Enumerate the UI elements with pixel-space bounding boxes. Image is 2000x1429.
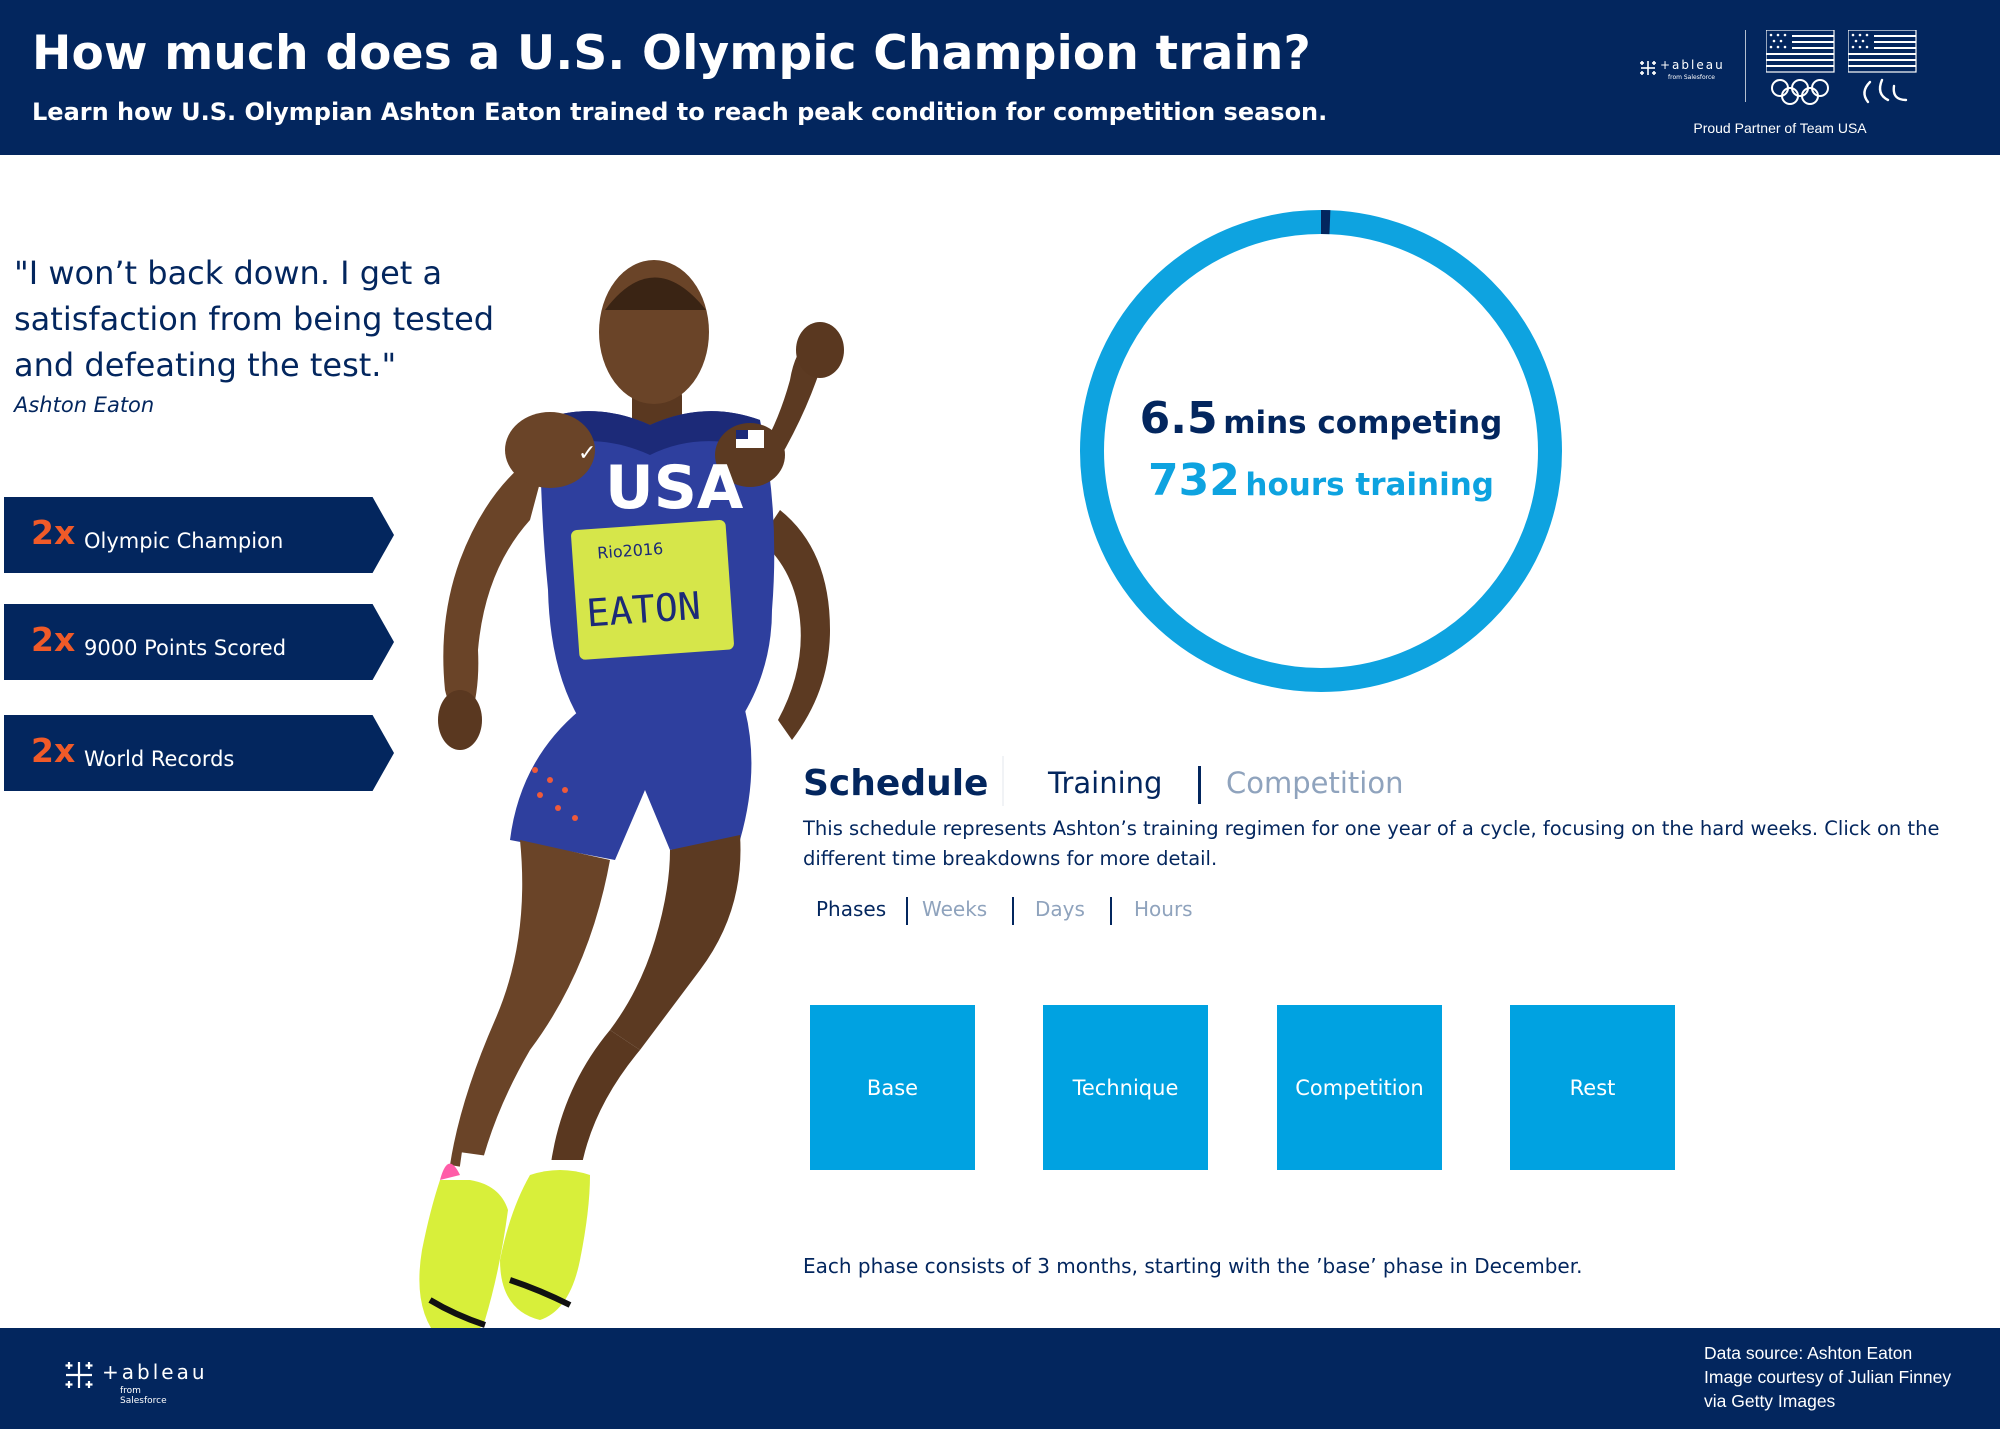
us-paralympic-logo [1847, 29, 1918, 114]
source-line: Data source: Ashton Eaton [1704, 1343, 1913, 1363]
time-tab-phases[interactable]: Phases [816, 897, 887, 921]
tableau-tagline: from Salesforce [1668, 74, 1715, 81]
schedule-description: This schedule represents Ashton’s traini… [803, 817, 1940, 870]
athlete-photo: ✓ USA Rio2016 EATON [400, 250, 920, 1390]
data-source-credits: Data source: Ashton Eaton Image courtesy… [1704, 1341, 1964, 1413]
achievement-banner-olympic-champion: 2x Olympic Champion [4, 497, 394, 573]
partner-text: Proud Partner of Team USA [1693, 120, 1867, 136]
olympic-rings-icon [1771, 79, 1829, 105]
achievement-multiplier: 2x [31, 620, 76, 659]
jersey-team: USA [605, 453, 744, 523]
training-label: hours training [1245, 467, 1494, 503]
partner-logos: +ableau from Salesforce [1630, 28, 1950, 138]
achievement-multiplier: 2x [31, 731, 76, 770]
us-flag-icon [1847, 29, 1917, 73]
tableau-wordmark: +ableau [1660, 58, 1725, 72]
competing-label: mins competing [1223, 405, 1503, 441]
competing-value: 6.5 [1139, 393, 1218, 444]
schedule-title: Schedule [803, 763, 989, 804]
competing-stat: 6.5 mins competing [1080, 393, 1562, 444]
donut-ring-training [1080, 210, 1562, 692]
time-tab-hours[interactable]: Hours [1134, 897, 1193, 921]
right-shoe [500, 1170, 590, 1320]
paralympic-agitos-icon [1863, 78, 1908, 104]
time-tab-divider [906, 897, 908, 925]
footer-bar: +ableau from Salesforce [0, 1328, 2000, 1429]
achievement-label: Olympic Champion [84, 529, 284, 553]
phase-rest[interactable]: Rest [1510, 1005, 1675, 1170]
page-title: How much does a U.S. Olympic Champion tr… [32, 26, 1311, 81]
source-line: via Getty Images [1704, 1391, 1836, 1411]
tableau-wordmark: +ableau [102, 1360, 208, 1384]
achievement-multiplier: 2x [31, 513, 76, 552]
tab-training[interactable]: Training [1048, 766, 1163, 800]
tab-divider [1198, 766, 1201, 804]
achievement-label: 9000 Points Scored [84, 636, 287, 660]
achievement-label: World Records [84, 747, 235, 771]
logo-divider [1745, 30, 1746, 102]
training-stat: 732 hours training [1080, 455, 1562, 506]
tab-competition[interactable]: Competition [1226, 766, 1404, 800]
header-bar: How much does a U.S. Olympic Champion tr… [0, 0, 2000, 155]
nike-logo: ✓ [578, 441, 596, 466]
time-tab-divider [1012, 897, 1014, 925]
tab-divider [1002, 756, 1004, 806]
left-shoe [419, 1180, 508, 1343]
tableau-tagline: from Salesforce [120, 1386, 167, 1406]
time-tab-days[interactable]: Days [1035, 897, 1085, 921]
time-tab-divider [1110, 897, 1112, 925]
quote-author: Ashton Eaton [14, 393, 155, 417]
phase-technique[interactable]: Technique [1043, 1005, 1208, 1170]
achievement-banner-world-records: 2x World Records [4, 715, 394, 791]
bib-event: Rio2016 [597, 539, 664, 563]
tableau-logo-icon: +ableau from Salesforce [1638, 58, 1738, 98]
tableau-logo-icon: +ableau from Salesforce [62, 1358, 205, 1406]
page-subtitle: Learn how U.S. Olympian Ashton Eaton tra… [32, 98, 1328, 126]
phase-note: Each phase consists of 3 months, startin… [803, 1254, 1583, 1278]
athlete-quote: "I won’t back down. I get a satisfaction… [14, 254, 495, 384]
source-line: Image courtesy of Julian Finney [1704, 1367, 1952, 1387]
training-donut-chart [1080, 210, 1562, 692]
training-value: 732 [1147, 455, 1240, 506]
achievement-banner-points: 2x 9000 Points Scored [4, 604, 394, 680]
phase-base[interactable]: Base [810, 1005, 975, 1170]
race-bib [571, 519, 734, 660]
time-tab-weeks[interactable]: Weeks [922, 897, 988, 921]
us-flag-icon [1765, 29, 1835, 73]
us-olympic-logo [1765, 29, 1836, 114]
phase-competition[interactable]: Competition [1277, 1005, 1442, 1170]
bib-name: EATON [585, 584, 702, 636]
